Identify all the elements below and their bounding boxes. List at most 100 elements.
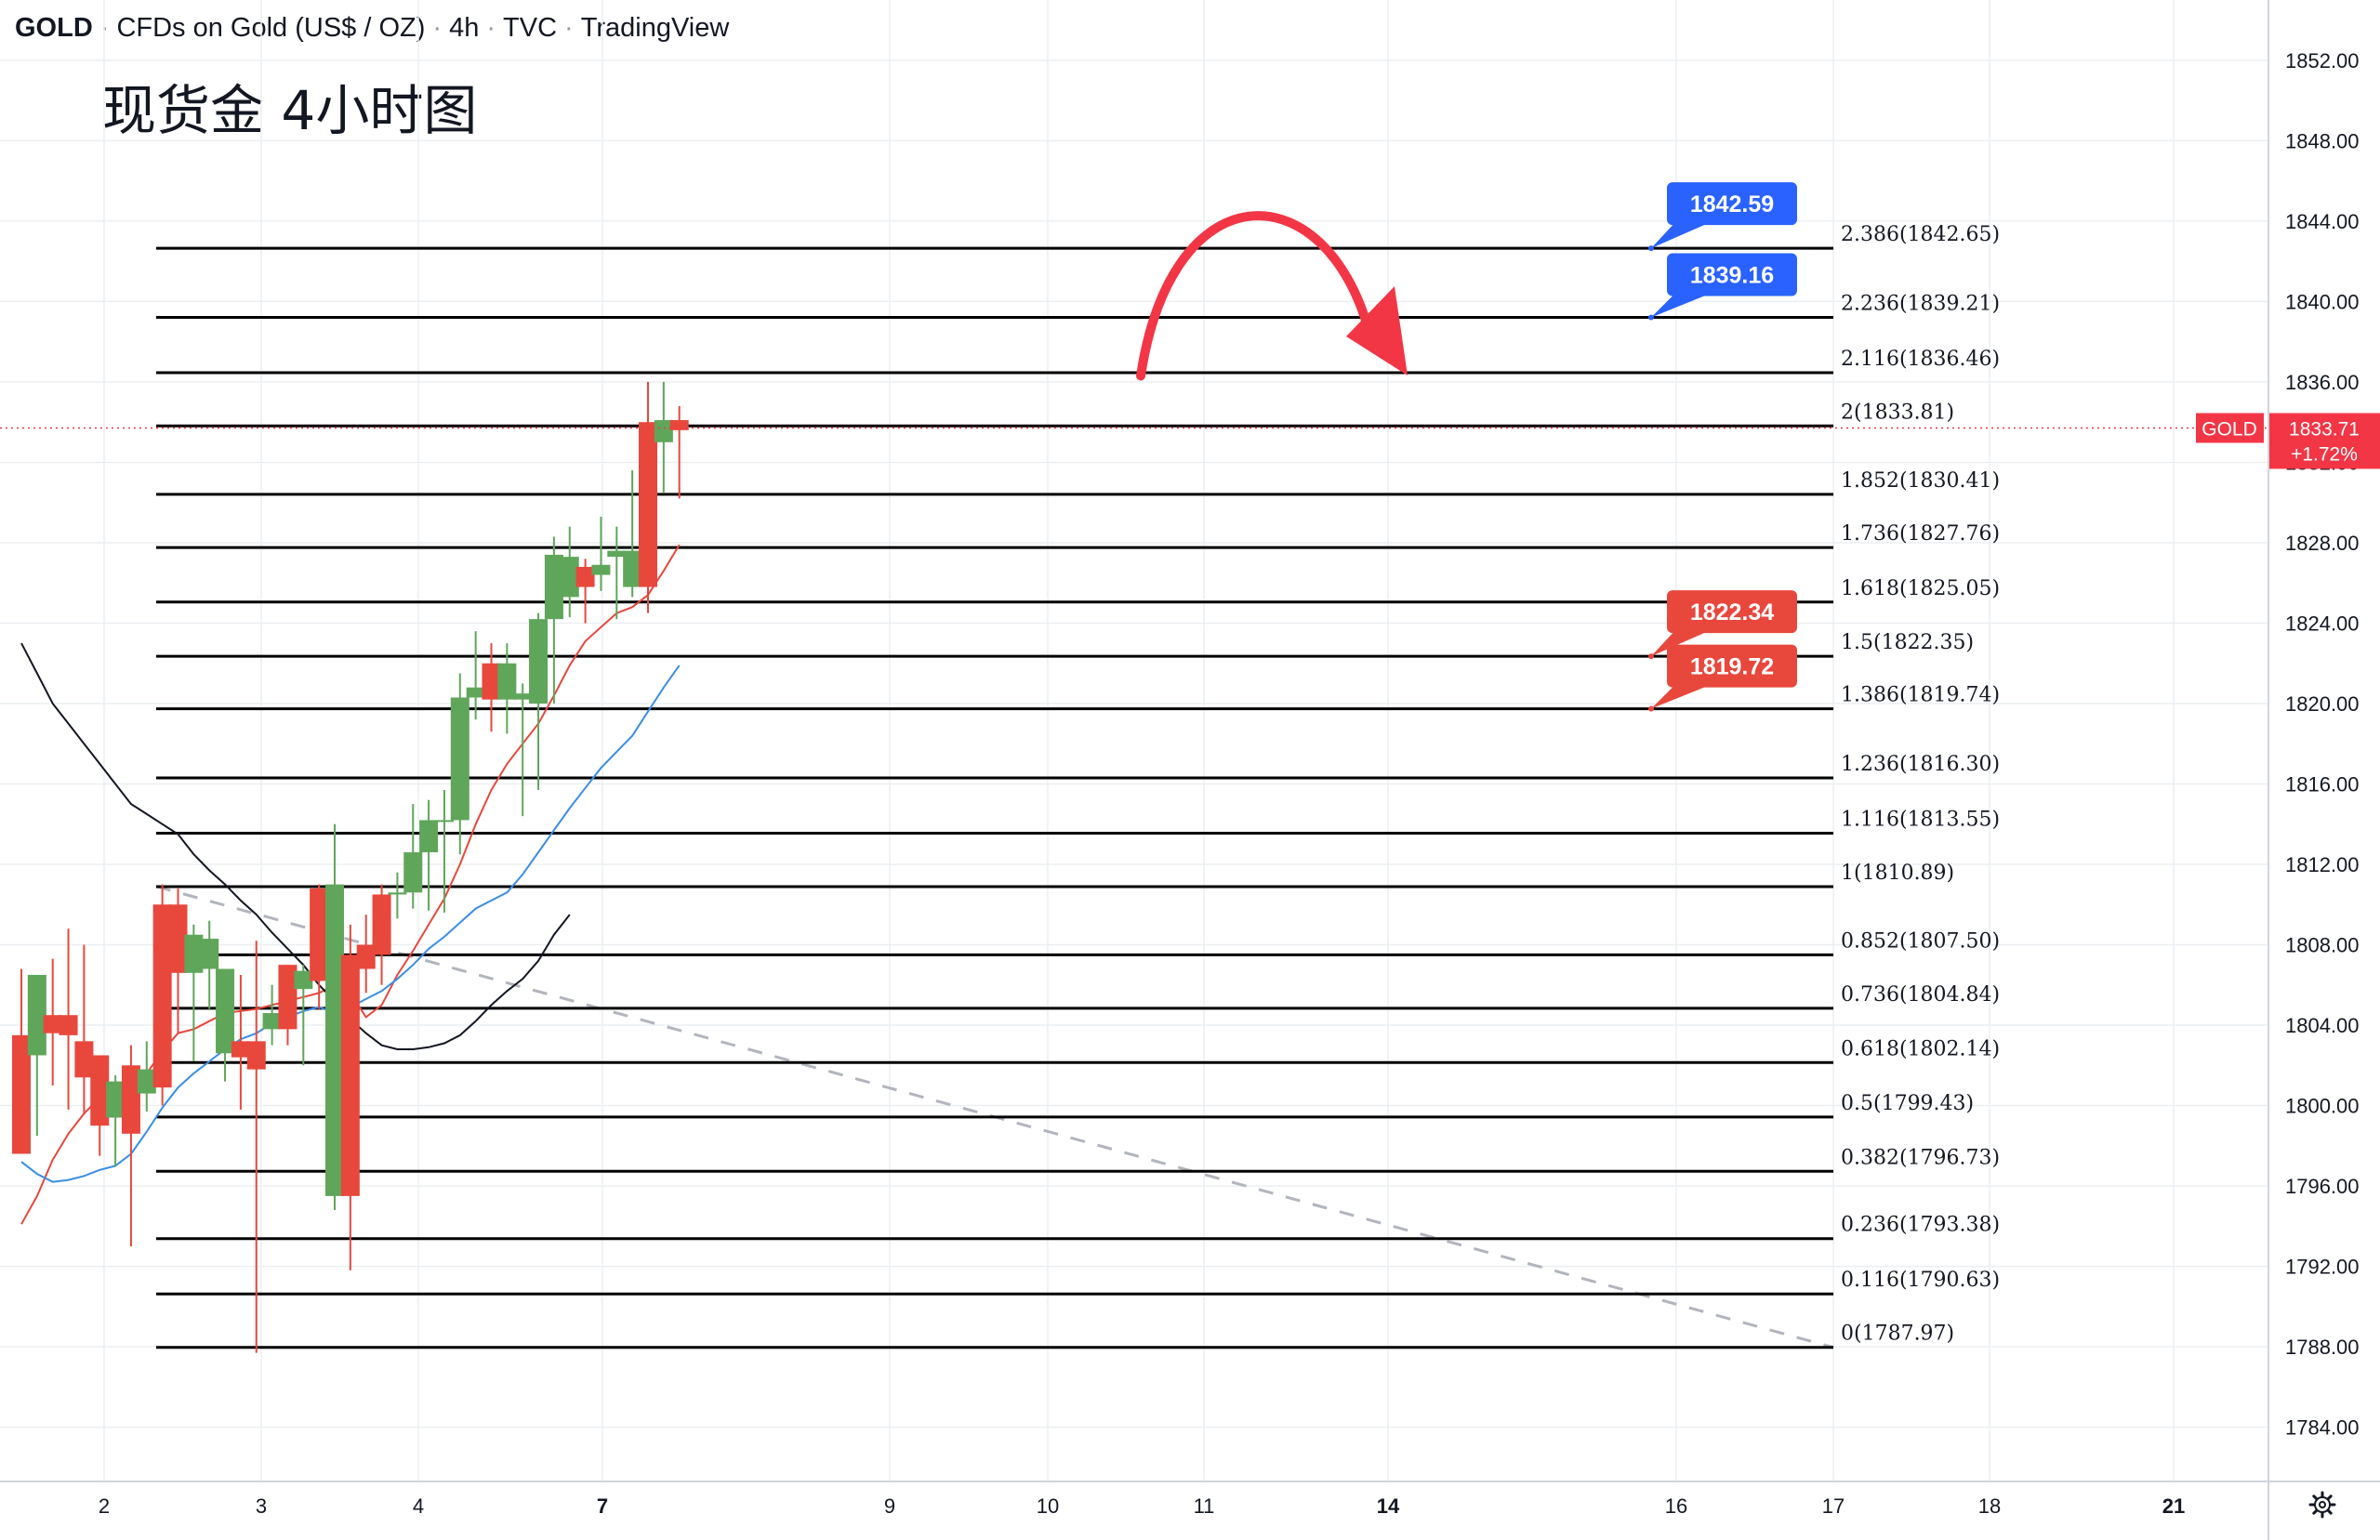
candle-up [106, 1081, 126, 1118]
time-axis-label: 7 [597, 1494, 608, 1518]
fib-label: 1(1810.89) [1841, 862, 1954, 885]
price-label-1819.72: 1819.72 [1648, 644, 1797, 712]
candles [12, 381, 689, 1353]
candle-down [43, 1015, 62, 1033]
fib-label: 0.736(1804.84) [1841, 983, 2000, 1007]
price-label-text: 1819.72 [1690, 654, 1774, 680]
fib-label: 0.116(1790.63) [1841, 1269, 2000, 1292]
gear-icon-shape [2308, 1491, 2336, 1519]
price-axis-label: 1852.00 [2285, 49, 2360, 72]
time-axis-label: 17 [1822, 1494, 1844, 1518]
fib-label: 2.116(1836.46) [1841, 348, 2000, 371]
price-labels: 1842.59 1839.16 1822.34 1819.72 [1648, 182, 1797, 712]
exchange: TVC [503, 13, 558, 43]
time-axis: 2 3 4 7 9 10 11 14 16 17 18 21 [99, 1494, 2185, 1518]
symbol-tag-text: GOLD [2202, 418, 2257, 440]
candle-up [184, 934, 204, 973]
candle-up [654, 420, 673, 442]
candle-down [482, 663, 501, 700]
price-axis-label: 1804.00 [2285, 1014, 2360, 1037]
price-label-text: 1839.16 [1690, 263, 1774, 289]
candle-up [529, 619, 549, 704]
symbol-description: CFDs on Gold (US$ / OZ) [116, 13, 426, 43]
time-axis-label: 18 [1978, 1494, 2001, 1518]
candle-down [639, 422, 657, 587]
price-change-text: +1.72% [2291, 443, 2358, 465]
fib-label: 1.852(1830.41) [1841, 469, 2000, 493]
price-label-anchor [1648, 653, 1654, 660]
price-axis-label: 1816.00 [2285, 773, 2360, 796]
candle-down [231, 1041, 250, 1058]
candle-down [372, 894, 391, 955]
fib-label: 0.5(1799.43) [1841, 1092, 1974, 1115]
candle-up [294, 970, 313, 990]
price-label-box [1667, 182, 1797, 226]
price-axis-label: 1844.00 [2285, 210, 2360, 233]
candle-up [137, 1069, 156, 1094]
price-label-box [1667, 644, 1797, 688]
price-axis: 1852.001848.001844.001840.001836.001832.… [2285, 49, 2360, 1440]
fib-label: 0(1787.97) [1841, 1323, 1954, 1346]
separator: · [432, 13, 443, 43]
price-label-pointer [1651, 292, 1704, 318]
price-axis-label: 1812.00 [2285, 853, 2360, 876]
price-axis-label: 1788.00 [2285, 1336, 2360, 1359]
candle-up [27, 974, 46, 1056]
projection-arrow [1136, 211, 1408, 381]
price-label-pointer [1651, 629, 1704, 657]
candle-down [669, 420, 689, 430]
candle-up [262, 1013, 282, 1030]
candle-down [278, 965, 298, 1030]
fib-label: 1.116(1813.55) [1841, 808, 2000, 831]
time-axis-label: 3 [256, 1494, 267, 1518]
current-price-box [2269, 413, 2380, 469]
symbol[interactable]: GOLD [15, 13, 93, 43]
price-label-anchor [1648, 314, 1654, 321]
separator: · [486, 13, 496, 43]
candle-up [591, 564, 611, 575]
fib-label: 2.236(1839.21) [1841, 293, 2000, 316]
gear-icon[interactable] [2308, 1491, 2336, 1519]
time-axis-label: 9 [884, 1494, 895, 1518]
fib-label: 1.236(1816.30) [1841, 753, 2000, 776]
candle-up [403, 852, 423, 893]
fib-label: 0.236(1793.38) [1841, 1214, 2000, 1237]
fib-label: 1.618(1825.05) [1841, 577, 2000, 600]
candle-down [121, 1065, 140, 1134]
price-axis-label: 1796.00 [2285, 1175, 2360, 1198]
price-axis-label: 1808.00 [2285, 934, 2360, 957]
time-axis-label: 14 [1377, 1494, 1400, 1518]
candle-down [310, 888, 329, 981]
moving-average-line [20, 642, 571, 1050]
price-label-1839.16: 1839.16 [1648, 253, 1797, 321]
candle-up [623, 550, 642, 587]
price-axis-label: 1784.00 [2285, 1416, 2360, 1440]
time-axis-label: 4 [413, 1494, 424, 1518]
time-axis-label: 11 [1194, 1494, 1215, 1518]
projection-arrow-head [1346, 285, 1408, 375]
current-price-tag: GOLD 1833.71 +1.72% [0, 413, 2380, 469]
fib-label: 0.382(1796.73) [1841, 1146, 2000, 1169]
candle-down [59, 1015, 78, 1035]
time-axis-label: 16 [1665, 1494, 1687, 1518]
chart-header: GOLD·CFDs on Gold (US$ / OZ)·4h·TVC·Trad… [15, 13, 729, 44]
candle-up [419, 820, 439, 853]
candle-down [246, 1041, 266, 1070]
candle-up [544, 554, 563, 620]
price-label-anchor [1648, 245, 1654, 252]
platform: TradingView [580, 13, 730, 43]
price-label-text: 1822.34 [1690, 599, 1774, 625]
fib-label: 2(1833.81) [1841, 401, 1954, 424]
candle-down [356, 944, 376, 969]
price-label-anchor [1648, 705, 1654, 712]
candle-down [340, 954, 360, 1196]
interval[interactable]: 4h [449, 13, 480, 43]
fib-label: 2.386(1842.65) [1841, 223, 2000, 246]
candle-up [450, 697, 469, 821]
price-axis-label: 1820.00 [2285, 692, 2360, 716]
projection-arrow-curve [1136, 211, 1371, 381]
price-label-text: 1842.59 [1690, 191, 1774, 217]
candle-up [200, 939, 219, 969]
